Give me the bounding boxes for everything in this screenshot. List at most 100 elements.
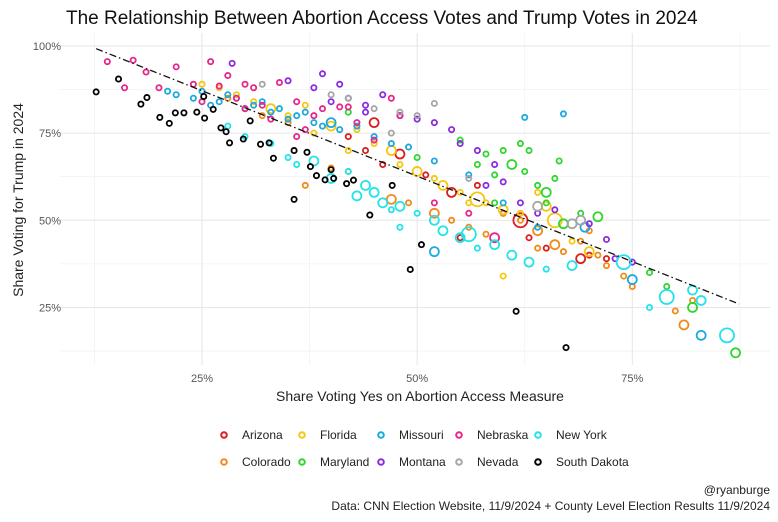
data-point	[189, 94, 197, 102]
data-point	[344, 103, 352, 111]
legend-label: Missouri	[399, 428, 444, 442]
data-point	[678, 319, 690, 331]
data-point	[615, 254, 632, 271]
data-point	[585, 220, 593, 228]
data-point	[583, 246, 595, 258]
data-point	[293, 160, 301, 168]
data-point	[448, 216, 456, 224]
series-florida	[198, 80, 595, 280]
data-point	[577, 237, 585, 245]
data-point	[620, 272, 628, 280]
data-point	[482, 181, 490, 189]
data-point	[360, 179, 371, 191]
chart-title: The Relationship Between Abortion Access…	[66, 8, 698, 29]
data-point	[193, 108, 201, 116]
data-point	[387, 129, 395, 137]
data-point	[406, 265, 414, 273]
data-point	[396, 160, 404, 168]
data-point	[575, 214, 587, 226]
data-point	[165, 119, 173, 127]
series-colorado	[224, 94, 697, 331]
data-point	[366, 211, 374, 219]
data-point	[491, 160, 499, 168]
y-tick-label: 75%	[39, 128, 61, 140]
legend-label: Colorado	[242, 455, 291, 469]
data-point	[137, 100, 145, 108]
data-point	[542, 199, 550, 207]
data-point	[156, 113, 164, 121]
data-point	[687, 302, 698, 313]
data-point	[290, 147, 298, 155]
data-point	[540, 186, 552, 198]
data-point	[396, 108, 404, 116]
data-point	[542, 244, 550, 252]
data-point	[222, 128, 230, 136]
data-point	[430, 174, 438, 182]
legend: Arizona Florida Missouri Nebraska New York Co…	[220, 428, 629, 469]
data-point	[387, 206, 395, 214]
data-point	[370, 105, 378, 113]
series-nevada	[258, 80, 587, 230]
data-point	[559, 110, 567, 118]
data-point	[687, 284, 698, 296]
data-point	[516, 216, 524, 224]
data-point	[284, 112, 292, 120]
legend-marker	[534, 458, 542, 466]
data-point	[387, 94, 395, 102]
data-point	[396, 112, 404, 120]
data-point	[491, 171, 499, 179]
data-point	[417, 241, 425, 249]
data-point	[542, 265, 550, 273]
data-point	[293, 133, 301, 141]
data-point	[465, 171, 473, 179]
data-point	[325, 120, 337, 132]
data-point	[226, 139, 234, 147]
data-point	[394, 200, 406, 212]
data-point	[336, 126, 344, 134]
data-point	[499, 178, 507, 186]
data-point	[730, 347, 741, 359]
data-point	[215, 98, 223, 106]
data-point	[456, 136, 464, 144]
data-point	[327, 166, 335, 174]
data-point	[521, 167, 529, 175]
data-point	[224, 72, 232, 80]
data-point	[377, 197, 389, 209]
data-point	[258, 112, 266, 120]
data-point	[351, 190, 363, 202]
data-point	[318, 105, 326, 113]
data-point	[155, 84, 163, 92]
data-point	[525, 234, 533, 242]
data-point	[387, 140, 395, 148]
legend-marker	[534, 431, 542, 439]
data-point	[232, 94, 240, 102]
data-point	[284, 153, 292, 161]
data-point	[575, 253, 587, 265]
data-point	[525, 147, 533, 155]
legend-item-new-york: New York	[534, 428, 608, 442]
data-point	[310, 119, 318, 127]
legend-item-nevada: Nevada	[455, 455, 519, 469]
data-point	[250, 98, 258, 106]
data-point	[422, 171, 430, 179]
data-point	[172, 63, 180, 71]
series-missouri	[164, 87, 707, 341]
data-point	[370, 136, 378, 144]
data-point	[349, 176, 357, 184]
data-point	[330, 174, 338, 182]
data-point	[353, 126, 361, 134]
data-point	[719, 327, 735, 344]
data-point	[695, 329, 707, 341]
data-point	[209, 105, 217, 113]
data-point	[413, 209, 421, 217]
legend-label: Montana	[399, 455, 446, 469]
data-point	[473, 181, 481, 189]
data-point	[532, 200, 544, 212]
data-point	[284, 115, 292, 123]
legend-marker	[377, 431, 385, 439]
data-point	[258, 98, 266, 106]
data-point	[246, 117, 254, 125]
data-point	[321, 176, 329, 184]
data-point	[370, 140, 378, 148]
data-point	[327, 98, 335, 106]
